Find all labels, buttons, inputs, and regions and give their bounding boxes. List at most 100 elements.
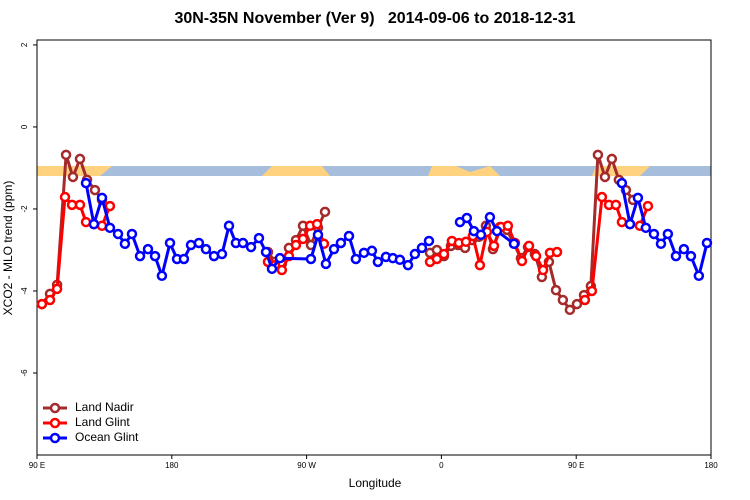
data-point [670,250,682,262]
data-point [164,237,176,249]
data-point [557,294,569,306]
data-point [586,285,598,297]
data-point [36,298,48,310]
data-point [88,218,100,230]
data-point [216,248,228,260]
data-point [640,222,652,234]
chart-title: 30N-35N November (Ver 9) 2014-09-06 to 2… [174,10,575,27]
data-point [461,212,473,224]
data-point [311,218,323,230]
data-point [484,211,496,223]
data-point [530,250,542,262]
data-point [112,228,124,240]
y-axis-label: XCO2 - MLO trend (ppm) [1,181,15,316]
data-point [51,283,63,295]
data-point [245,241,257,253]
data-point [402,259,414,271]
data-point [523,240,535,252]
x-tick-label: 0 [439,461,444,470]
data-point [502,220,514,232]
data-point [260,246,272,258]
data-point [648,228,660,240]
data-point [149,250,161,262]
data-point [328,243,340,255]
x-tick-label: 180 [165,461,179,470]
data-point [475,229,487,241]
legend-marker [49,402,61,414]
data-point [335,237,347,249]
data-point [701,237,713,249]
data-point [253,232,265,244]
x-axis-label: Longitude [349,476,402,490]
data-point [655,238,667,250]
data-point [80,177,92,189]
data-point [237,237,249,249]
land-ocean-band [37,166,711,176]
data-point [67,171,79,183]
data-point [693,270,705,282]
ocean-band [37,166,711,176]
y-tick-label: 0 [20,124,29,129]
data-point [96,192,108,204]
x-tick-label: 180 [704,461,718,470]
data-point [156,270,168,282]
data-point [312,229,324,241]
x-tick-label: 90 E [29,461,45,470]
data-point [616,216,628,228]
data-point [74,153,86,165]
data-point [134,250,146,262]
data-point [74,199,86,211]
data-point [438,248,450,260]
data-point [104,222,116,234]
data-point [394,254,406,266]
data-point [642,200,654,212]
data-point [297,233,309,245]
plot-frame [36,39,712,456]
data-point [274,252,286,264]
data-point [460,236,472,248]
data-point [508,238,520,250]
data-point [178,253,190,265]
y-tick-label: -6 [20,369,29,377]
land-band [262,166,330,176]
y-tick-label: -4 [20,287,29,295]
data-point [474,259,486,271]
data-point [624,218,636,230]
data-point [606,153,618,165]
data-point [320,258,332,270]
data-point [223,220,235,232]
data-point [193,237,205,249]
data-point [564,304,576,316]
data-point [662,228,674,240]
x-tick-label: 90 E [568,461,584,470]
data-point [416,242,428,254]
legend-marker [49,432,61,444]
x-tick-label: 90 W [297,461,316,470]
data-point [550,284,562,296]
data-point [537,264,549,276]
data-point [319,206,331,218]
data-point [599,171,611,183]
data-point [579,294,591,306]
data-point [305,253,317,265]
data-point [551,246,563,258]
data-point [60,149,72,161]
data-point [350,253,362,265]
data-point [59,191,71,203]
data-point [366,245,378,257]
data-point [142,243,154,255]
data-point [632,192,644,204]
data-point [44,294,56,306]
data-point [343,230,355,242]
data-point [516,255,528,267]
data-point [592,149,604,161]
data-point [276,264,288,276]
data-point [266,263,278,275]
data-point [200,243,212,255]
data-point [596,191,608,203]
data-point [423,235,435,247]
data-point [104,200,116,212]
data-point [678,243,690,255]
legend-label: Land Glint [75,415,130,429]
land-band [428,166,500,176]
